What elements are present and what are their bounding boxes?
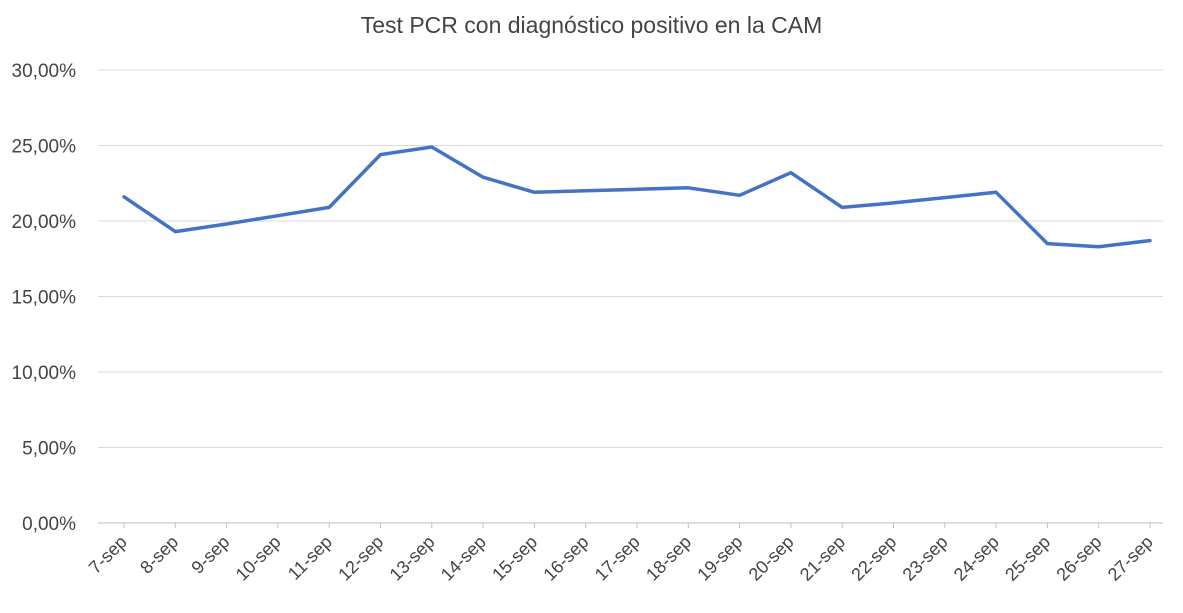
data-point bbox=[174, 230, 177, 233]
x-tick-label: 20-sep bbox=[745, 532, 798, 585]
x-tick-label: 7-sep bbox=[85, 532, 131, 578]
x-tick-label: 11-sep bbox=[284, 532, 336, 584]
x-tick-label: 24-sep bbox=[950, 532, 1003, 585]
x-tick-label: 26-sep bbox=[1052, 532, 1105, 585]
x-tick-label: 27-sep bbox=[1104, 532, 1157, 585]
x-tick-label: 25-sep bbox=[1001, 532, 1054, 585]
data-point bbox=[687, 186, 690, 189]
y-tick-label: 20,00% bbox=[12, 212, 77, 233]
data-point bbox=[1097, 245, 1100, 248]
data-point bbox=[789, 171, 793, 174]
data-point bbox=[841, 206, 844, 209]
series-line bbox=[122, 145, 1152, 249]
data-point bbox=[892, 201, 895, 205]
x-tick-label: 9-sep bbox=[187, 532, 233, 578]
x-tick-label: 18-sep bbox=[642, 532, 695, 585]
data-point bbox=[328, 206, 331, 209]
data-point bbox=[430, 145, 433, 149]
x-tick-label: 22-sep bbox=[847, 532, 900, 585]
x-tick-label: 23-sep bbox=[899, 532, 952, 585]
data-point bbox=[533, 191, 536, 194]
chart-title: Test PCR con diagnóstico positivo en la … bbox=[360, 12, 823, 38]
x-tick-label: 15-sep bbox=[488, 532, 541, 585]
x-tick-label: 21-sep bbox=[796, 532, 849, 585]
x-tick-label: 12-sep bbox=[334, 532, 387, 585]
data-point bbox=[738, 194, 741, 197]
y-tick-label: 10,00% bbox=[12, 363, 77, 384]
y-tick-label: 15,00% bbox=[12, 288, 77, 309]
x-tick-label: 17-sep bbox=[591, 532, 644, 585]
data-point bbox=[1046, 242, 1049, 245]
x-tick-label: 16-sep bbox=[539, 532, 592, 585]
x-tick-label: 10-sep bbox=[232, 532, 285, 585]
y-tick-label: 30,00% bbox=[12, 61, 77, 82]
x-tick-label: 14-sep bbox=[437, 532, 490, 585]
data-point bbox=[994, 191, 998, 194]
x-tick-label: 8-sep bbox=[136, 532, 182, 578]
data-point bbox=[379, 153, 382, 156]
data-point bbox=[276, 214, 280, 217]
data-point bbox=[122, 195, 126, 199]
data-point bbox=[1148, 239, 1152, 242]
y-tick-label: 0,00% bbox=[22, 514, 76, 535]
y-tick-label: 5,00% bbox=[22, 439, 76, 460]
data-point bbox=[635, 188, 639, 191]
x-tick-label: 19-sep bbox=[693, 532, 746, 585]
data-point bbox=[481, 176, 485, 179]
data-point bbox=[943, 196, 946, 199]
x-tick-label: 13-sep bbox=[386, 532, 439, 585]
data-point bbox=[225, 222, 228, 226]
data-point bbox=[584, 189, 587, 192]
y-tick-label: 25,00% bbox=[12, 137, 77, 158]
